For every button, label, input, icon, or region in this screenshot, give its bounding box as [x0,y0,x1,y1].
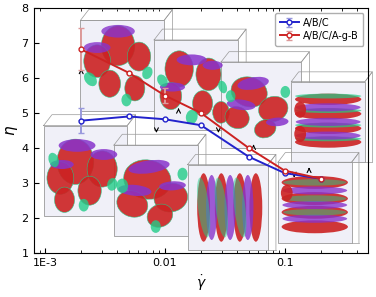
Ellipse shape [231,77,267,107]
Ellipse shape [107,178,117,191]
Ellipse shape [84,45,111,78]
Ellipse shape [295,94,361,99]
Ellipse shape [266,118,288,126]
Ellipse shape [142,67,153,79]
Legend: A/B/C, A/B/C/A-g-B: A/B/C, A/B/C/A-g-B [275,13,364,46]
FancyBboxPatch shape [188,165,268,250]
Ellipse shape [295,136,361,148]
Ellipse shape [282,215,347,223]
Ellipse shape [197,173,210,242]
Ellipse shape [84,42,111,53]
Ellipse shape [160,83,182,110]
Ellipse shape [213,102,229,123]
Ellipse shape [295,123,361,134]
Ellipse shape [294,102,306,118]
Ellipse shape [295,108,361,119]
FancyBboxPatch shape [221,62,302,148]
Ellipse shape [296,118,361,126]
Ellipse shape [282,192,348,205]
Ellipse shape [233,178,246,237]
FancyBboxPatch shape [80,20,164,111]
Ellipse shape [186,110,198,124]
Ellipse shape [295,94,361,105]
Ellipse shape [280,86,290,98]
Ellipse shape [259,96,288,122]
Ellipse shape [147,204,173,227]
Ellipse shape [283,195,346,202]
Ellipse shape [127,42,151,71]
Y-axis label: $\eta$: $\eta$ [4,125,20,136]
Ellipse shape [55,187,74,212]
Ellipse shape [294,126,306,142]
Ellipse shape [47,162,74,194]
Ellipse shape [177,54,207,65]
Ellipse shape [206,175,217,240]
Ellipse shape [154,183,188,212]
Ellipse shape [224,175,236,240]
Ellipse shape [296,132,361,140]
Ellipse shape [238,77,269,90]
Ellipse shape [296,103,361,111]
Ellipse shape [129,160,170,174]
FancyBboxPatch shape [278,162,352,243]
Ellipse shape [121,94,132,106]
Ellipse shape [177,168,188,180]
Ellipse shape [215,173,228,242]
Ellipse shape [226,90,235,102]
FancyBboxPatch shape [44,126,127,216]
Ellipse shape [282,220,348,233]
FancyBboxPatch shape [154,40,238,130]
Ellipse shape [196,58,221,91]
Ellipse shape [78,176,102,205]
Ellipse shape [218,81,227,93]
Ellipse shape [157,75,168,87]
Ellipse shape [125,76,145,101]
Ellipse shape [151,220,161,233]
Ellipse shape [49,153,59,167]
Ellipse shape [281,185,293,201]
X-axis label: $\dot{\gamma}$: $\dot{\gamma}$ [196,273,206,293]
Ellipse shape [124,160,171,199]
FancyBboxPatch shape [114,145,198,236]
Ellipse shape [249,173,262,242]
Ellipse shape [118,185,152,196]
Ellipse shape [203,61,223,70]
Ellipse shape [225,107,249,129]
Ellipse shape [295,108,361,113]
Ellipse shape [159,181,186,190]
Ellipse shape [193,91,213,116]
Ellipse shape [215,178,228,237]
Ellipse shape [255,119,276,138]
Ellipse shape [87,151,117,187]
Ellipse shape [282,206,348,219]
Ellipse shape [50,160,74,169]
Ellipse shape [91,149,117,160]
Ellipse shape [295,123,361,127]
Ellipse shape [283,209,346,216]
Ellipse shape [102,25,135,38]
Ellipse shape [233,173,246,242]
Ellipse shape [99,70,121,97]
Ellipse shape [227,99,255,110]
Ellipse shape [79,199,89,211]
Ellipse shape [117,191,148,217]
FancyBboxPatch shape [291,82,365,162]
Ellipse shape [295,136,361,141]
Ellipse shape [165,51,193,87]
Ellipse shape [282,187,347,195]
Ellipse shape [84,72,97,86]
Ellipse shape [102,26,135,66]
Ellipse shape [282,201,347,209]
Ellipse shape [242,175,253,240]
Ellipse shape [57,139,94,184]
Ellipse shape [282,176,348,189]
Ellipse shape [197,178,210,237]
Ellipse shape [283,179,346,186]
Ellipse shape [160,83,185,91]
Ellipse shape [59,139,96,152]
Ellipse shape [117,178,128,193]
